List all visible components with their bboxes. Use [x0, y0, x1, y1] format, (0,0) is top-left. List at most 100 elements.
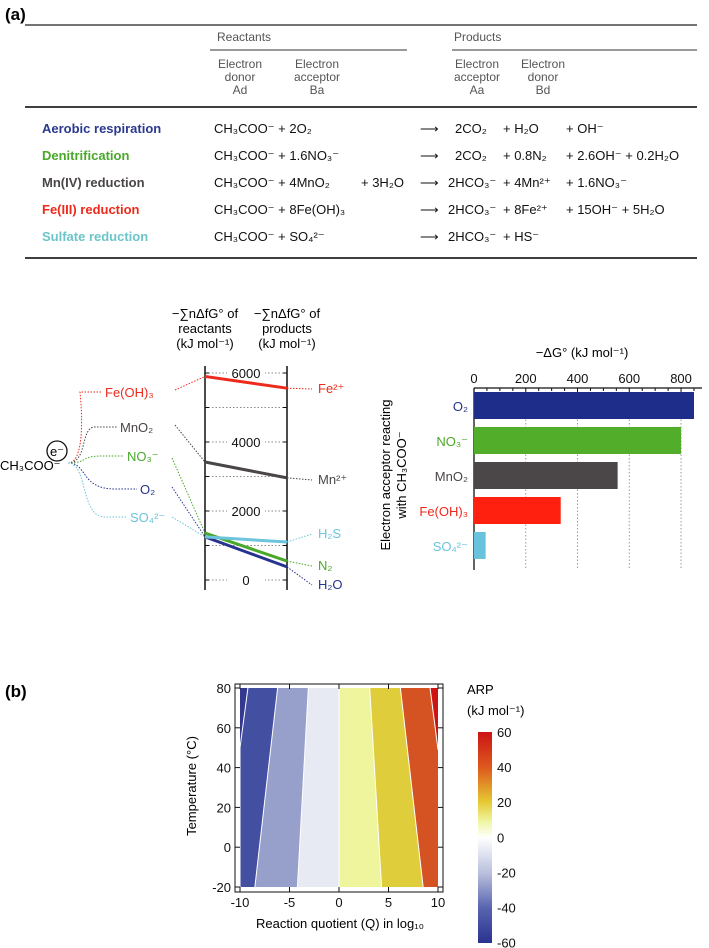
acceptor-connector — [171, 516, 206, 538]
colorbar-tick-label: 20 — [497, 795, 511, 810]
energy-line — [204, 460, 288, 480]
contour-line — [429, 688, 438, 750]
x-tick-label: -10 — [231, 895, 250, 910]
product-other: + 1.6NO₃⁻ — [566, 175, 627, 190]
column-subheader: Aa — [470, 83, 485, 97]
product-connector — [286, 477, 313, 481]
x-axis-label: Reaction quotient (Q) in log₁₀ — [256, 916, 424, 931]
product-acceptor: 2HCO₃⁻ — [448, 229, 496, 244]
bar — [474, 462, 618, 489]
contour-line — [369, 688, 383, 887]
column-subheader: Bd — [536, 83, 551, 97]
product-axis-label: products — [262, 321, 312, 336]
tick-label-bg — [227, 503, 265, 519]
product-connector — [286, 387, 313, 390]
electron-pathway-curve — [67, 426, 117, 464]
product-connector — [286, 566, 313, 586]
colorbar-tick-label: 40 — [497, 760, 511, 775]
reactants-formula: CH₃COO⁻ + 1.6NO₃⁻ — [214, 148, 339, 163]
contour-band — [430, 688, 438, 887]
y-tick-label: -20 — [212, 880, 231, 895]
reactant-axis-label: (kJ mol⁻¹) — [176, 336, 233, 351]
x-tick-label: 10 — [431, 895, 445, 910]
colorbar — [478, 732, 492, 943]
contour-line — [254, 688, 279, 887]
y-axis-label: Temperature (°C) — [184, 736, 199, 836]
acceptor-label: NO₃⁻ — [127, 449, 159, 464]
product-other: + OH⁻ — [566, 121, 604, 136]
category-label: SO₄²⁻ — [433, 539, 468, 554]
column-subheader: donor — [528, 70, 559, 84]
product-label: H₂O — [318, 577, 343, 592]
x-tick-label: -5 — [284, 895, 296, 910]
reactants-header: Reactants — [217, 30, 271, 44]
energy-line — [204, 535, 288, 544]
product-label: Mn²⁺ — [318, 472, 347, 487]
energy-line — [204, 374, 288, 390]
product-donor: + HS⁻ — [503, 229, 539, 244]
category-label: MnO₂ — [435, 469, 468, 484]
product-label: Fe²⁺ — [318, 381, 344, 396]
acceptor-connector — [174, 375, 206, 391]
reactant-axis-label: reactants — [178, 321, 232, 336]
contour-line — [399, 688, 424, 887]
y-tick-label: 60 — [217, 721, 231, 736]
y-tick-label: 80 — [217, 681, 231, 696]
column-subheader: acceptor — [294, 70, 340, 84]
product-axis-label: (kJ mol⁻¹) — [258, 336, 315, 351]
column-subheader: Electron — [295, 57, 339, 71]
arrow: ⟶ — [420, 202, 439, 217]
category-label: NO₃⁻ — [436, 434, 468, 449]
arrow: ⟶ — [420, 175, 439, 190]
column-subheader: Electron — [218, 57, 262, 71]
x-tick-label: 200 — [515, 371, 537, 386]
colorbar-tick-label: -20 — [497, 865, 516, 880]
acceptor-label: SO₄²⁻ — [130, 510, 165, 525]
column-subheader: Electron — [521, 57, 565, 71]
colorbar-title: (kJ mol⁻¹) — [467, 703, 524, 718]
energy-line — [204, 535, 288, 569]
bar-chart: −ΔG° (kJ mol⁻¹) 0 200 400 600 800 O₂ NO₃⁻ MnO₂ Fe… — [378, 345, 702, 570]
electron-pathway-curve — [67, 462, 127, 518]
product-donor: + H₂O — [503, 121, 539, 136]
bar — [474, 497, 561, 524]
electron-pathway-curve — [67, 455, 124, 464]
contour-bands — [240, 688, 438, 887]
y-tick-label: 0 — [242, 573, 249, 588]
y-tick-label: 20 — [217, 800, 231, 815]
product-connector — [286, 533, 313, 543]
reaction-name: Mn(IV) reduction — [42, 175, 145, 190]
y-tick-label: 6000 — [232, 366, 261, 381]
y-axis-label: Electron acceptor reacting — [378, 399, 393, 550]
acceptor-connector — [171, 486, 206, 538]
reaction-name: Sulfate reduction — [42, 229, 148, 244]
x-tick-label: 800 — [670, 371, 692, 386]
bar-chart-title: −ΔG° (kJ mol⁻¹) — [536, 345, 629, 360]
reaction-name: Denitrification — [42, 148, 129, 163]
panel-a-label: (a) — [5, 5, 26, 24]
arrow: ⟶ — [420, 148, 439, 163]
acceptor-label: O₂ — [140, 482, 155, 497]
product-donor: + 4Mn²⁺ — [503, 175, 551, 190]
acceptor-label: MnO₂ — [120, 420, 153, 435]
product-axis-label: −∑nΔfG° of — [254, 306, 321, 321]
product-label: N₂ — [318, 558, 332, 573]
column-subheader: Electron — [455, 57, 499, 71]
colorbar-tick-label: -40 — [497, 901, 516, 916]
reactants-formula: CH₃COO⁻ + 4MnO₂ — [214, 175, 330, 190]
column-subheader: Ba — [310, 83, 325, 97]
x-tick-label: 400 — [567, 371, 589, 386]
product-acceptor: 2CO₂ — [455, 121, 487, 136]
product-donor: + 0.8N₂ — [503, 148, 547, 163]
x-tick-label: 5 — [385, 895, 392, 910]
electron-circle — [46, 440, 68, 462]
contour-plot: -10 -5 0 5 10 -20 0 20 40 60 80 Reaction quotient (… — [184, 681, 524, 948]
electron-pathway-curve — [67, 391, 102, 464]
colorbar-tick-label: 0 — [497, 830, 504, 845]
y-tick-label: 40 — [217, 761, 231, 776]
tick-label-bg — [227, 434, 265, 450]
bar — [474, 427, 682, 454]
reactants-formula: CH₃COO⁻ + SO₄²⁻ — [214, 229, 325, 244]
column-subheader: acceptor — [454, 70, 500, 84]
product-donor: + 8Fe²⁺ — [503, 202, 548, 217]
